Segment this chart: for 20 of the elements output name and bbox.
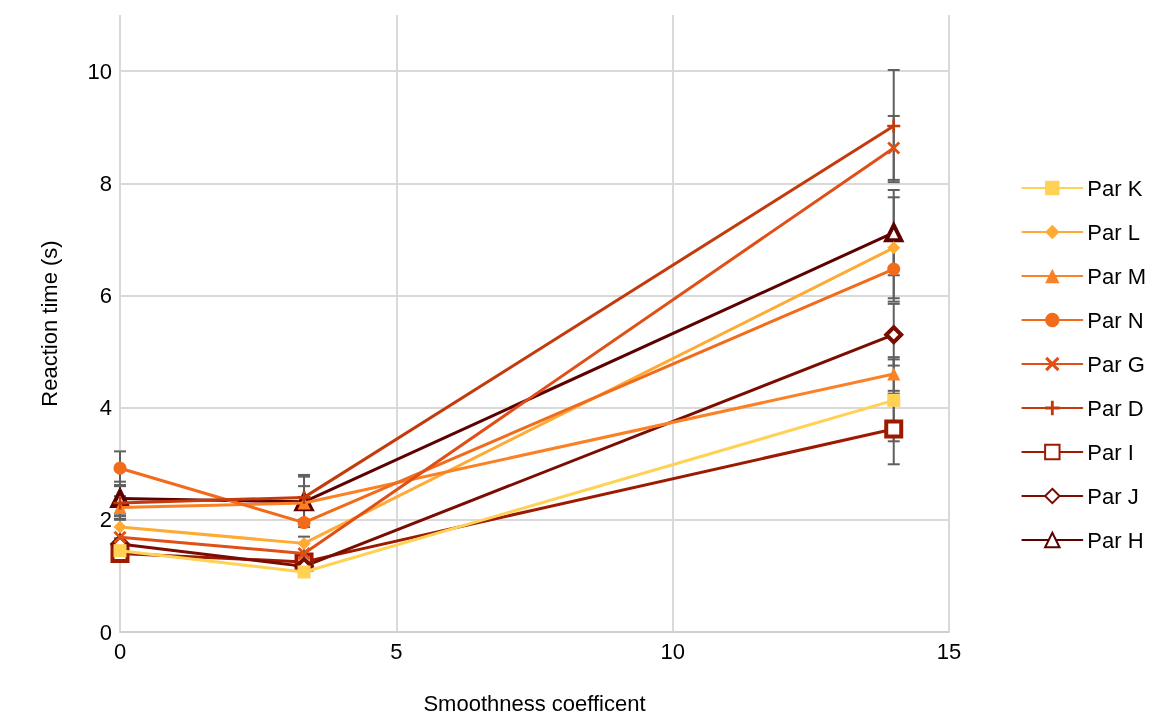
legend-label: Par K — [1087, 175, 1143, 201]
y-tick-label: 2 — [99, 507, 112, 533]
x-axis-title: Smoothness coefficent — [423, 690, 646, 716]
legend-label: Par M — [1087, 263, 1147, 289]
legend-label: Par N — [1087, 307, 1144, 333]
y-tick-label: 8 — [99, 170, 112, 196]
y-axis-title: Reaction time (s) — [36, 240, 62, 407]
x-tick-label: 10 — [660, 638, 685, 664]
legend-label: Par G — [1087, 351, 1145, 377]
legend-label: Par L — [1087, 219, 1140, 245]
x-tick-label: 5 — [390, 638, 403, 664]
y-tick-label: 0 — [99, 619, 112, 645]
legend-label: Par J — [1087, 483, 1139, 509]
y-tick-label: 6 — [99, 282, 112, 308]
legend-label: Par H — [1087, 527, 1144, 553]
legend-label: Par D — [1087, 395, 1144, 421]
y-tick-label: 10 — [87, 58, 112, 84]
legend-label: Par I — [1087, 439, 1134, 465]
x-tick-label: 15 — [936, 638, 962, 664]
y-tick-label: 4 — [99, 395, 112, 421]
